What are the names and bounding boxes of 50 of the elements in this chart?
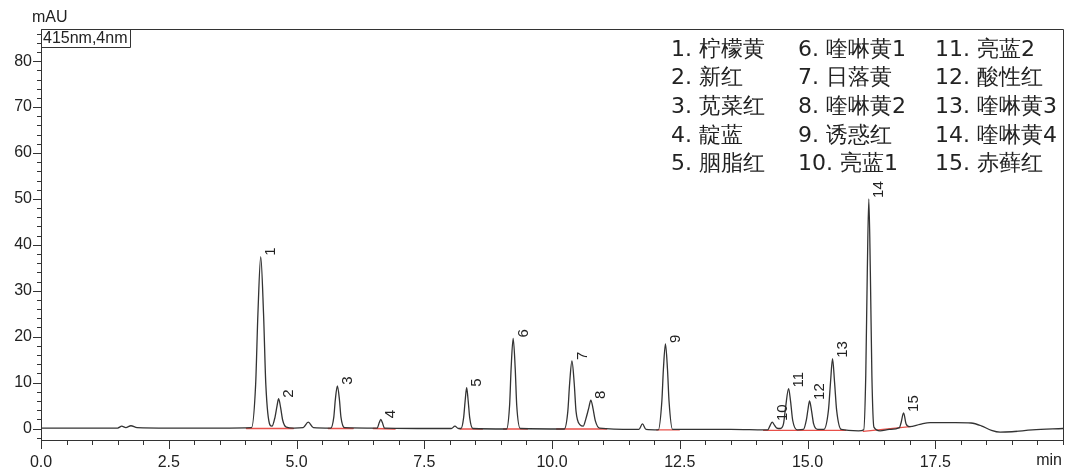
x-tick-label: 17.5 (919, 453, 951, 471)
annotation: 10 (772, 404, 790, 422)
annotation: 7 (572, 351, 590, 361)
annotation: 5. 胭脂红 (671, 150, 765, 176)
x-tick-label: 0.0 (29, 453, 53, 471)
annotation: 3 (338, 376, 356, 385)
annotation: 3. 苋菜红 (671, 92, 765, 118)
y-tick-label: 60 (14, 143, 33, 161)
annotation: 6. 喹啉黄1 (798, 35, 906, 61)
annotation: 13 (833, 341, 851, 358)
x-tick-label: 5.0 (285, 453, 308, 471)
x-tick-label: 12.5 (664, 453, 696, 471)
y-tick-label: 80 (14, 51, 33, 69)
y-axis-title: mAU (32, 8, 68, 26)
annotation: 9. 诱惑红 (798, 121, 892, 147)
y-tick-label: 70 (14, 97, 33, 115)
annotation: 11 (789, 371, 807, 388)
x-tick-label: 7.5 (413, 453, 436, 471)
annotation: 2. 新红 (671, 64, 743, 90)
annotation: 4. 靛蓝 (671, 121, 743, 147)
annotation: 9 (666, 334, 684, 344)
annotation: 7. 日落黄 (798, 64, 892, 90)
annotation: 8 (591, 390, 609, 400)
y-tick-label: 10 (14, 373, 33, 390)
y-tick-label: 20 (14, 327, 33, 345)
x-axis-title: min (1036, 451, 1062, 469)
y-tick-label: 50 (14, 189, 33, 207)
annotation: 15. 赤藓红 (935, 150, 1043, 176)
annotation: 5 (467, 378, 485, 387)
annotation: 6 (513, 329, 531, 338)
annotation: 1 (261, 247, 279, 256)
annotation: 415nm,4nm (43, 29, 128, 47)
annotation: 1. 柠檬黄 (671, 35, 765, 61)
annotation: 14 (869, 181, 887, 198)
annotation: 4 (381, 409, 399, 419)
annotation: 15 (904, 395, 922, 412)
x-tick-label: 15.0 (791, 453, 824, 471)
annotation: 12. 酸性红 (935, 64, 1043, 90)
y-tick-label: 0 (23, 418, 33, 436)
annotation: 2 (279, 389, 297, 398)
annotation: 10. 亮蓝1 (798, 150, 898, 176)
annotation: 13. 喹啉黄3 (935, 92, 1057, 118)
y-tick-label: 30 (14, 281, 33, 299)
x-tick-label: 2.5 (157, 453, 180, 471)
y-tick-label: 40 (14, 235, 33, 253)
annotation: 12 (810, 383, 828, 400)
annotation: 11. 亮蓝2 (935, 35, 1035, 61)
x-tick-label: 10.0 (536, 453, 568, 471)
annotation: 14. 喹啉黄4 (935, 121, 1057, 147)
annotation: 8. 喹啉黄2 (798, 92, 906, 118)
